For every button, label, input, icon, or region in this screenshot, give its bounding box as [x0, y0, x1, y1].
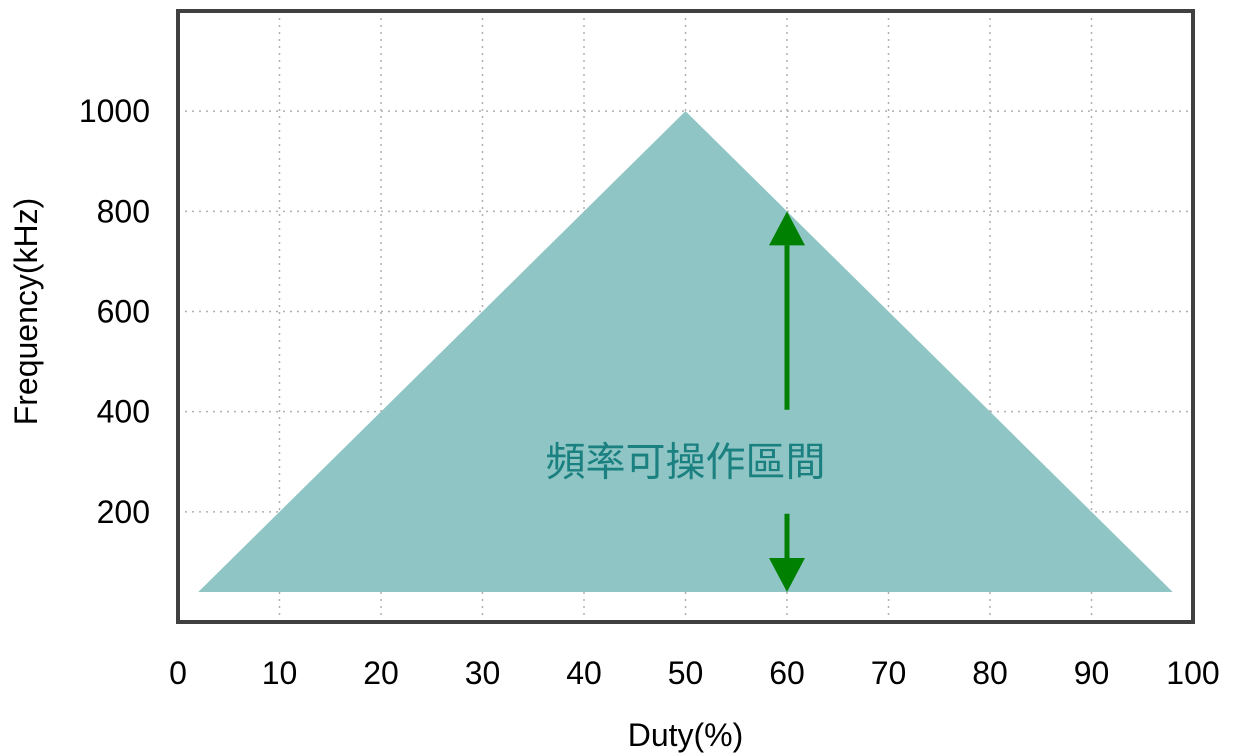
x-tick-label: 20: [363, 655, 399, 691]
arrow-head-down: [769, 557, 805, 592]
x-tick-label: 40: [566, 655, 602, 691]
x-tick-label: 10: [262, 655, 298, 691]
x-tick-label: 50: [668, 655, 704, 691]
y-tick-label: 400: [97, 394, 150, 430]
x-tick-label: 90: [1074, 655, 1110, 691]
y-tick-labels: 200 400 600 800 1000: [79, 93, 150, 530]
annotation-label: 頻率可操作區間: [546, 440, 826, 486]
x-tick-label: 30: [465, 655, 501, 691]
arrow-head-up: [769, 211, 805, 246]
y-axis-label: Frequency(kHz): [8, 198, 44, 426]
y-tick-label: 200: [97, 494, 150, 530]
y-tick-label: 600: [97, 293, 150, 329]
x-tick-label: 100: [1166, 655, 1219, 691]
x-axis-label: Duty(%): [628, 717, 744, 753]
series-layer: [198, 111, 1173, 592]
plot-frame: [176, 9, 1195, 624]
range-arrow: [769, 211, 805, 592]
x-tick-label: 60: [769, 655, 805, 691]
x-tick-label: 80: [972, 655, 1008, 691]
x-tick-label: 0: [169, 655, 187, 691]
x-tick-labels: 0 10 20 30 40 50 60 70 80 90 100: [169, 655, 1220, 691]
y-tick-label: 800: [97, 193, 150, 229]
x-tick-label: 70: [871, 655, 907, 691]
series-area: [198, 111, 1173, 592]
y-tick-label: 1000: [79, 93, 150, 129]
